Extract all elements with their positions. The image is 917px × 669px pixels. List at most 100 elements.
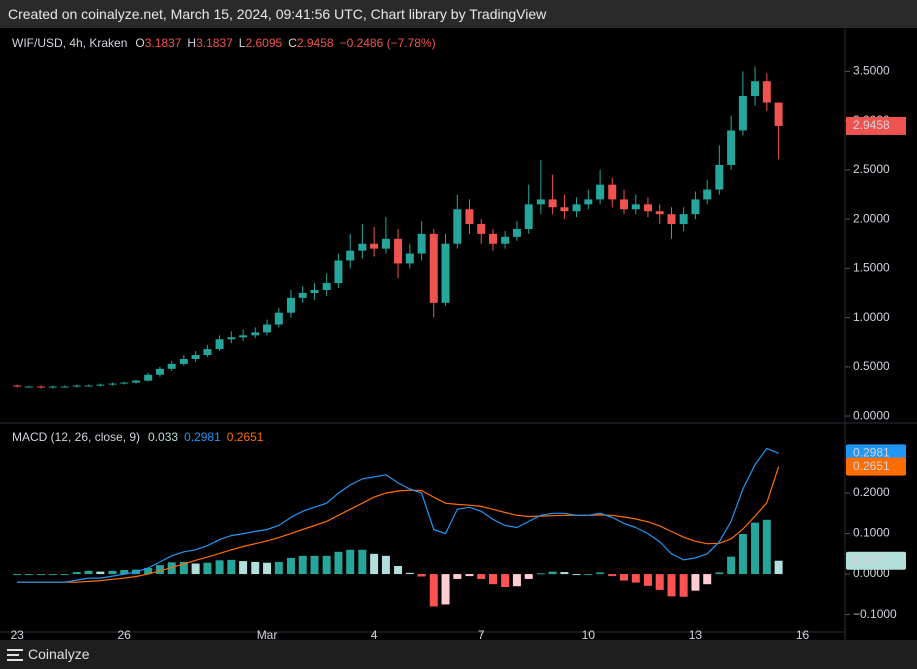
legend-value: 3.1837: [196, 36, 233, 50]
candle-body: [441, 243, 450, 303]
candle-body: [191, 355, 200, 359]
histogram-bar: [203, 562, 212, 575]
menu-icon: [7, 649, 23, 661]
candle-body: [286, 297, 295, 313]
histogram-bar: [13, 574, 22, 576]
histogram-bar: [691, 574, 700, 591]
candle-body: [179, 358, 188, 364]
y-tick-label: 0.2000: [853, 485, 890, 499]
histogram-bar: [72, 572, 81, 575]
candle-body: [679, 214, 688, 225]
candle-body: [477, 224, 486, 234]
histogram-bar: [620, 574, 629, 581]
macd-legend-value: 0.2981: [184, 430, 221, 444]
candle-body: [738, 95, 747, 131]
histogram-bar: [179, 561, 188, 575]
histogram-bar: [394, 565, 403, 575]
candle-body: [453, 209, 462, 244]
candle-body: [72, 385, 81, 387]
candle-body: [13, 385, 22, 387]
histogram-bar: [727, 556, 736, 575]
histogram-bar: [572, 574, 581, 576]
candle-body: [346, 250, 355, 261]
candle-body: [155, 368, 164, 375]
candle-body: [489, 233, 498, 244]
candle-body: [572, 204, 581, 212]
legend-value: 2.9458: [297, 36, 334, 50]
y-tick-label: 0.5000: [853, 359, 890, 373]
histogram-bar: [84, 570, 93, 575]
histogram-bar: [501, 574, 510, 588]
histogram-bar: [774, 560, 783, 575]
candle-body: [727, 130, 736, 165]
histogram-bar: [239, 561, 248, 575]
histogram-bar: [286, 557, 295, 575]
candle-body: [37, 386, 46, 388]
x-tick-label: 10: [582, 628, 596, 640]
histogram-bar: [96, 571, 105, 575]
x-tick-label: 26: [118, 628, 132, 640]
histogram-bar: [441, 574, 450, 605]
candle-body: [263, 324, 272, 333]
histogram-bar: [322, 555, 331, 575]
candle-body: [715, 164, 724, 190]
histogram-bar: [548, 571, 557, 575]
histogram-value-box: [846, 551, 906, 570]
x-tick-label: 7: [478, 628, 485, 640]
histogram-bar: [596, 572, 605, 575]
histogram-bar: [703, 574, 712, 585]
brand[interactable]: Coinalyze: [28, 646, 90, 662]
histogram-bar: [215, 560, 224, 575]
candle-body: [322, 283, 331, 291]
macd-line: [17, 447, 779, 583]
histogram-bar: [560, 572, 569, 575]
legend-title: WIF/USD, 4h, Kraken: [12, 36, 127, 50]
candle-body: [417, 233, 426, 254]
header-text: Created on coinalyze.net, March 15, 2024…: [8, 6, 547, 22]
candle-body: [24, 386, 33, 388]
histogram-bar: [453, 574, 462, 579]
candle-body: [84, 385, 93, 387]
histogram-bar: [536, 573, 545, 575]
histogram-bar: [608, 574, 617, 577]
candle-body: [120, 382, 129, 384]
candle-body: [381, 238, 390, 249]
y-tick-label: 2.5000: [853, 162, 890, 176]
candle-body: [405, 253, 414, 264]
histogram-bar: [227, 559, 236, 575]
histogram-bar: [310, 555, 319, 575]
histogram-bar: [263, 562, 272, 575]
candle-body: [643, 204, 652, 212]
histogram-bar: [120, 570, 129, 575]
footer-bar: Coinalyze: [0, 640, 917, 669]
x-tick-label: Mar: [257, 628, 278, 640]
candle-body: [774, 102, 783, 126]
macd-legend-title: MACD (12, 26, close, 9): [12, 430, 140, 444]
signal-line: [17, 466, 780, 583]
histogram-bar: [584, 574, 593, 576]
legend-value: 3.1837: [145, 36, 182, 50]
legend: WIF/USD, 4h, Kraken O3.1837 H3.1837 L2.6095…: [12, 36, 436, 50]
histogram-bar: [417, 574, 426, 577]
candle-body: [560, 207, 569, 212]
candle-body: [667, 214, 676, 225]
candle-body: [298, 292, 307, 298]
legend-key: C: [288, 36, 297, 50]
histogram-bar: [191, 563, 200, 575]
histogram-bar: [631, 574, 640, 583]
candle-body: [620, 199, 629, 210]
last-price-box: [846, 116, 906, 135]
candle-body: [762, 81, 771, 103]
legend-key: L: [239, 36, 246, 50]
histogram-bar: [512, 574, 521, 587]
histogram-bar: [251, 561, 260, 575]
candle-body: [429, 233, 438, 303]
histogram-bar: [346, 549, 355, 575]
candle-body: [394, 238, 403, 264]
y-tick-label: 0.1000: [853, 526, 890, 540]
y-tick-label: 1.0000: [853, 310, 890, 324]
histogram-bar: [679, 574, 688, 597]
y-tick-label: 0.0000: [853, 566, 890, 580]
candle-body: [548, 199, 557, 208]
